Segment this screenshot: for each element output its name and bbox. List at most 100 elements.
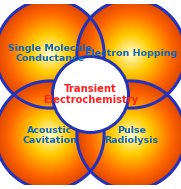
Circle shape: [11, 15, 89, 92]
Circle shape: [82, 5, 180, 103]
Circle shape: [108, 30, 155, 77]
Circle shape: [90, 94, 173, 177]
Circle shape: [44, 48, 56, 60]
Circle shape: [33, 37, 66, 70]
Circle shape: [99, 103, 163, 167]
Circle shape: [94, 17, 168, 90]
Circle shape: [44, 129, 56, 141]
Circle shape: [118, 122, 144, 148]
Circle shape: [0, 82, 103, 189]
Circle shape: [10, 96, 89, 175]
Circle shape: [122, 45, 140, 63]
Circle shape: [44, 130, 55, 141]
Text: Transient
Electrochemistry: Transient Electrochemistry: [43, 84, 138, 105]
Circle shape: [98, 102, 165, 168]
Circle shape: [100, 22, 163, 85]
Circle shape: [92, 14, 171, 93]
Circle shape: [123, 46, 139, 62]
Circle shape: [84, 88, 179, 183]
Circle shape: [38, 42, 61, 65]
Circle shape: [115, 37, 148, 70]
Circle shape: [81, 85, 181, 185]
Circle shape: [31, 35, 69, 73]
Circle shape: [0, 4, 100, 104]
Circle shape: [121, 125, 141, 145]
Circle shape: [122, 44, 141, 63]
Circle shape: [78, 1, 181, 107]
Circle shape: [127, 49, 136, 59]
Circle shape: [19, 104, 81, 167]
Circle shape: [35, 120, 65, 150]
Circle shape: [30, 34, 70, 74]
Circle shape: [112, 35, 150, 73]
Circle shape: [109, 113, 154, 158]
Circle shape: [104, 27, 158, 81]
Circle shape: [119, 123, 143, 147]
Circle shape: [101, 23, 162, 84]
Circle shape: [83, 6, 179, 102]
Circle shape: [31, 116, 69, 154]
Circle shape: [25, 111, 74, 160]
Circle shape: [0, 1, 103, 107]
Circle shape: [23, 27, 77, 81]
Circle shape: [99, 21, 164, 86]
Circle shape: [15, 101, 84, 170]
Circle shape: [6, 92, 93, 179]
Circle shape: [12, 16, 88, 92]
Circle shape: [35, 121, 64, 149]
Circle shape: [87, 90, 176, 180]
Circle shape: [35, 39, 65, 69]
Circle shape: [127, 50, 135, 58]
Circle shape: [7, 92, 92, 178]
Circle shape: [0, 2, 101, 105]
Circle shape: [87, 10, 175, 98]
Circle shape: [27, 112, 73, 158]
Circle shape: [45, 130, 54, 140]
Circle shape: [111, 33, 151, 74]
Circle shape: [19, 22, 81, 85]
Circle shape: [116, 120, 146, 150]
Circle shape: [43, 47, 56, 60]
Circle shape: [17, 21, 82, 86]
Circle shape: [102, 25, 160, 83]
Circle shape: [4, 8, 95, 99]
Circle shape: [10, 14, 89, 93]
Circle shape: [30, 115, 70, 156]
Circle shape: [19, 23, 80, 84]
Circle shape: [110, 32, 153, 75]
Circle shape: [18, 103, 82, 167]
Circle shape: [105, 27, 158, 80]
Circle shape: [103, 107, 159, 163]
Circle shape: [25, 29, 74, 78]
Circle shape: [125, 129, 138, 142]
Circle shape: [113, 36, 150, 72]
Circle shape: [12, 16, 87, 91]
Circle shape: [30, 115, 70, 155]
Circle shape: [35, 40, 64, 68]
Circle shape: [84, 7, 178, 101]
Circle shape: [85, 8, 177, 100]
Circle shape: [11, 97, 89, 174]
Circle shape: [108, 112, 155, 159]
Circle shape: [129, 133, 133, 137]
Circle shape: [87, 9, 176, 99]
Circle shape: [27, 31, 72, 76]
Circle shape: [78, 82, 181, 189]
Circle shape: [122, 126, 141, 145]
Circle shape: [125, 48, 137, 60]
Circle shape: [0, 82, 103, 188]
Circle shape: [0, 84, 101, 187]
Circle shape: [8, 12, 92, 96]
Circle shape: [129, 132, 134, 138]
Circle shape: [34, 38, 65, 69]
Circle shape: [0, 3, 101, 105]
Circle shape: [111, 115, 151, 155]
Circle shape: [46, 50, 54, 58]
Circle shape: [25, 110, 75, 160]
Circle shape: [105, 28, 157, 80]
Circle shape: [82, 86, 181, 185]
Circle shape: [6, 10, 94, 98]
Circle shape: [0, 85, 100, 185]
Circle shape: [99, 103, 164, 168]
Circle shape: [84, 88, 178, 182]
